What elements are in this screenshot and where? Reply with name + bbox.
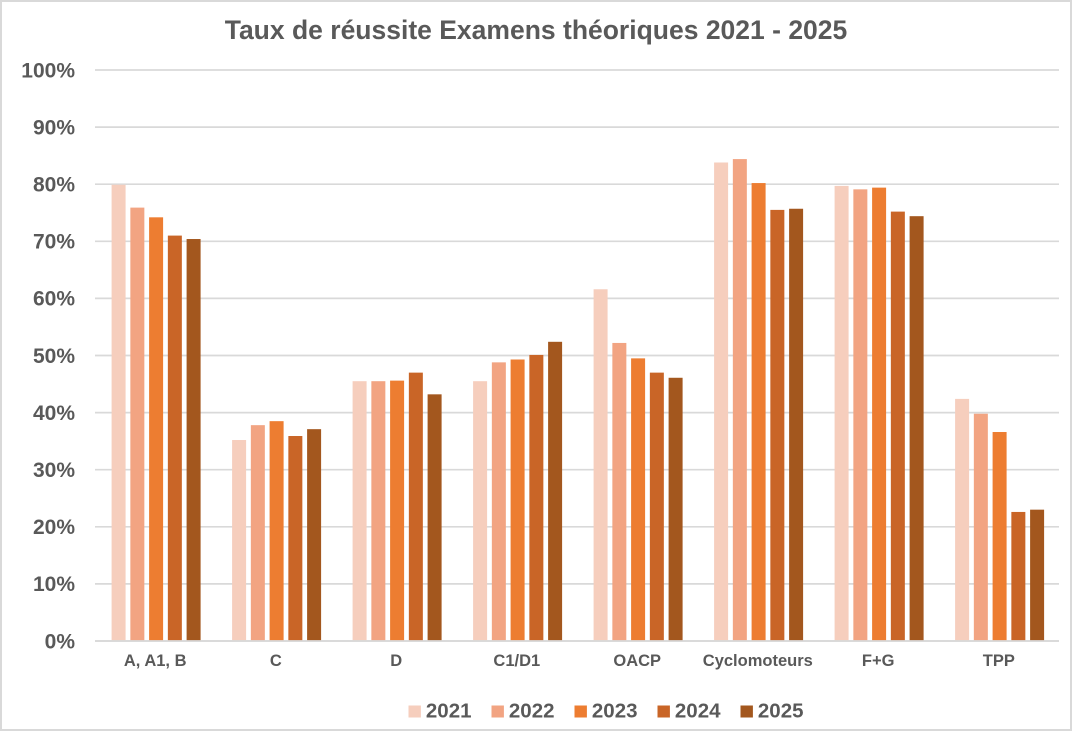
svg-text:A, A1, B: A, A1, B [124,652,187,670]
svg-text:OACP: OACP [613,652,661,670]
svg-text:C1/D1: C1/D1 [493,652,540,670]
svg-text:60%: 60% [33,288,75,311]
svg-text:10%: 10% [33,573,75,596]
svg-text:2022: 2022 [509,700,555,723]
svg-text:2025: 2025 [758,700,804,723]
svg-text:2021: 2021 [426,700,472,723]
svg-text:C: C [270,652,282,670]
svg-text:70%: 70% [33,231,75,254]
svg-text:40%: 40% [33,402,75,425]
svg-text:50%: 50% [33,345,75,368]
svg-text:TPP: TPP [983,652,1015,670]
svg-text:20%: 20% [33,516,75,539]
svg-text:F+G: F+G [862,652,895,670]
svg-text:D: D [390,652,402,670]
svg-text:0%: 0% [45,630,76,653]
svg-text:Cyclomoteurs: Cyclomoteurs [703,652,813,670]
svg-text:2024: 2024 [675,700,721,723]
svg-text:80%: 80% [33,174,75,197]
svg-text:100%: 100% [21,59,75,82]
svg-text:30%: 30% [33,459,75,482]
svg-text:Taux de réussite Examens théor: Taux de réussite Examens théoriques 2021… [225,15,848,45]
svg-text:2023: 2023 [592,700,638,723]
svg-text:90%: 90% [33,116,75,139]
